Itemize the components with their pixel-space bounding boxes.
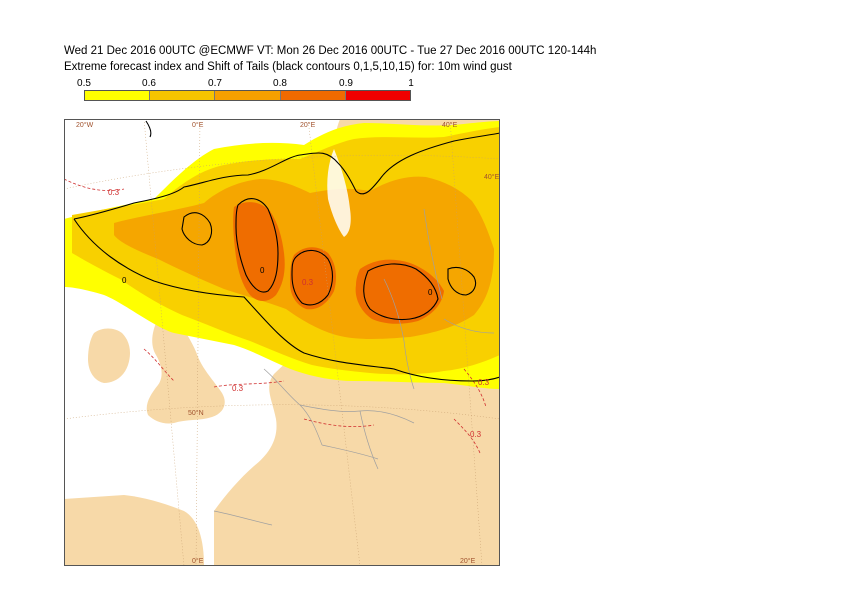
sot-contour-label: 0.3 [478, 378, 490, 387]
grid-label-bottom: 20°E [460, 557, 476, 565]
legend-tick: 0.5 [77, 78, 91, 89]
legend-swatch [346, 91, 410, 100]
map-subtitle: Extreme forecast index and Shift of Tail… [64, 61, 512, 73]
sot-contour-label: 0.3 [302, 278, 314, 287]
grid-label-top: 20°E [300, 121, 316, 129]
legend-tick: 0.7 [208, 78, 222, 89]
sot-contour-label: 0.3 [108, 188, 120, 197]
efi-map: 20°W 0°E 20°E 40°E 40°E 50°N 0°E 20°E 0.… [64, 119, 500, 566]
legend-colorbar [84, 90, 411, 101]
sot-contour-label: 0.3 [470, 430, 482, 439]
map-title: Wed 21 Dec 2016 00UTC @ECMWF VT: Mon 26 … [64, 45, 596, 57]
color-legend: 0.5 0.6 0.7 0.8 0.9 1 [84, 78, 414, 104]
legend-tick: 0.9 [339, 78, 353, 89]
legend-swatch [85, 91, 150, 100]
black-contour-label: 0 [428, 288, 433, 297]
legend-tick: 0.8 [273, 78, 287, 89]
sot-contour-label: 0.3 [232, 384, 244, 393]
grid-label-bottom: 0°E [192, 557, 204, 565]
grid-label-inner: 50°N [188, 409, 204, 417]
legend-swatch [150, 91, 215, 100]
legend-swatch [281, 91, 346, 100]
black-contour-label: 0 [260, 266, 265, 275]
grid-label-top: 20°W [76, 121, 94, 129]
grid-label-top: 0°E [192, 121, 204, 129]
grid-label-top: 40°E [442, 121, 458, 129]
grid-label-right: 40°E [484, 173, 500, 181]
black-contour-label: 0 [122, 276, 127, 285]
legend-tick: 1 [408, 78, 414, 89]
legend-swatch [215, 91, 280, 100]
legend-tick: 0.6 [142, 78, 156, 89]
